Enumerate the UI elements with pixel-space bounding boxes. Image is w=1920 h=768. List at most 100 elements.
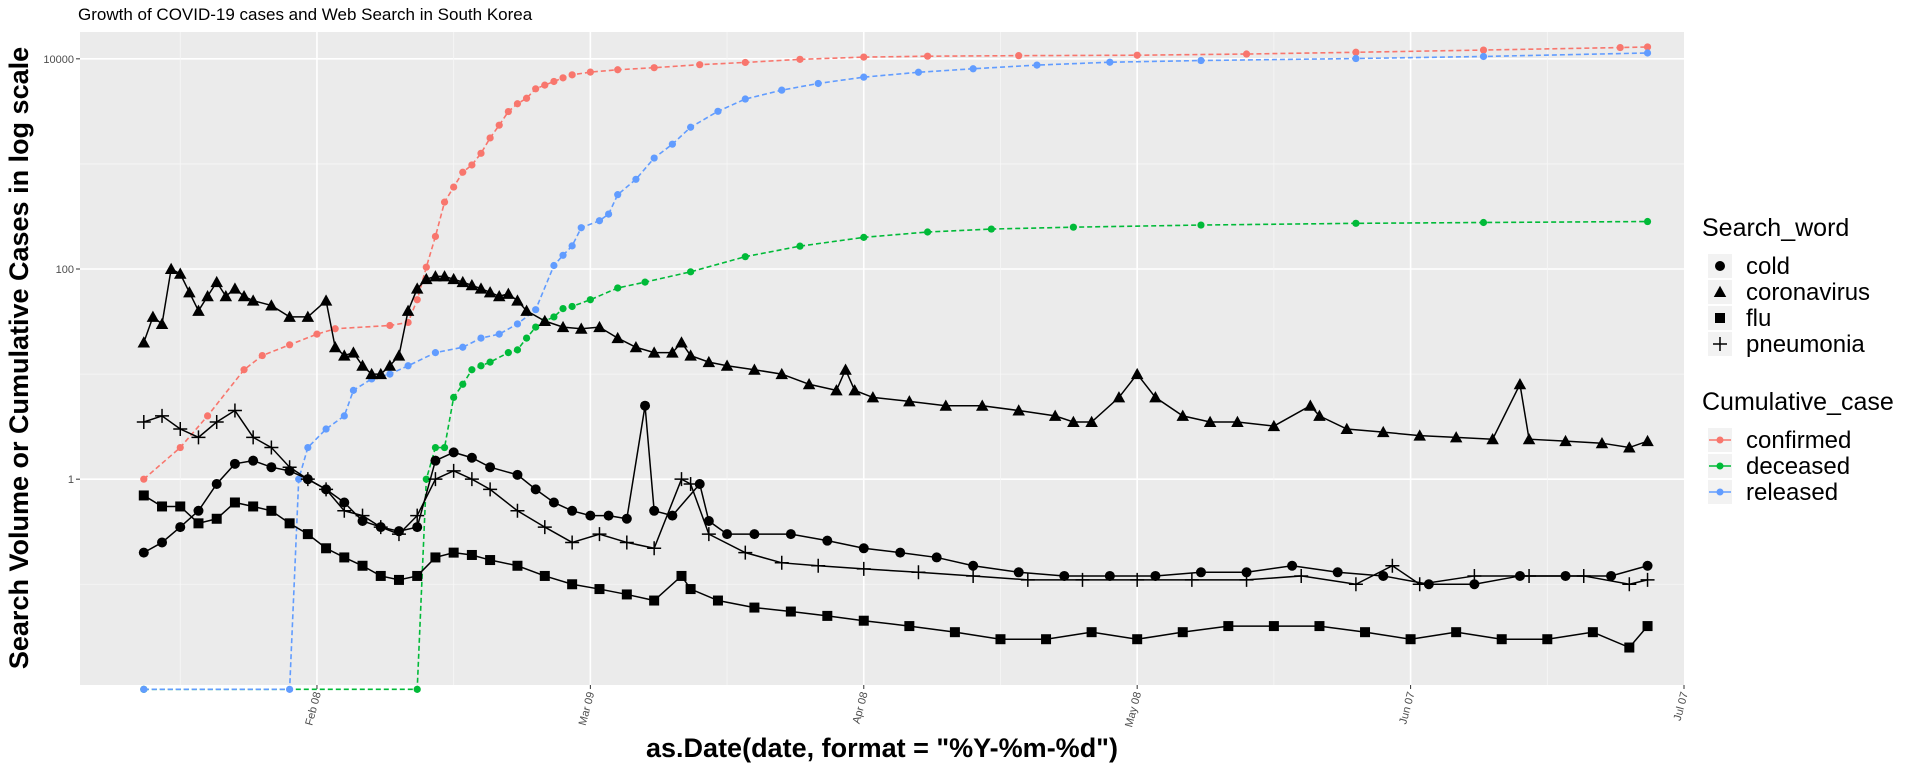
legend-deceased-dot (1716, 462, 1724, 470)
data-point (904, 621, 915, 632)
data-point (248, 455, 259, 466)
x-tick-label: Feb 08 (303, 691, 323, 727)
data-point (586, 296, 594, 304)
data-point (486, 358, 494, 366)
legend-cold-label: cold (1746, 253, 1790, 280)
data-point (565, 535, 580, 550)
data-point (355, 508, 370, 523)
data-point (1405, 634, 1416, 645)
data-point (1013, 567, 1024, 578)
data-point (848, 384, 861, 396)
data-point (300, 472, 315, 487)
data-point (966, 568, 981, 583)
data-point (1294, 568, 1309, 583)
x-tick-label: May 08 (1123, 691, 1144, 729)
data-point (146, 310, 160, 322)
data-point (860, 53, 868, 61)
data-point (258, 351, 266, 360)
data-point (522, 334, 531, 342)
data-point (694, 478, 705, 489)
data-point (483, 482, 498, 497)
data-point (511, 294, 524, 306)
data-point (550, 261, 558, 270)
data-point (814, 79, 822, 88)
legend-confirmed-dot (1716, 436, 1724, 444)
data-point (567, 505, 578, 516)
data-point (939, 399, 953, 411)
data-point (629, 341, 643, 353)
data-point (696, 61, 704, 69)
data-point (1268, 621, 1279, 632)
data-point (1348, 577, 1363, 592)
data-point (430, 455, 441, 466)
data-point (675, 336, 688, 348)
data-point (328, 341, 342, 353)
data-point (282, 460, 297, 475)
data-point (1086, 627, 1097, 638)
data-point (775, 367, 788, 380)
data-point (720, 359, 734, 371)
legend-cold-marker (1715, 261, 1725, 271)
data-point (1203, 415, 1217, 428)
data-point (614, 66, 622, 74)
data-point (295, 475, 303, 483)
data-point (621, 589, 632, 600)
data-point (559, 251, 567, 259)
data-point (796, 55, 804, 63)
data-point (450, 393, 458, 402)
data-point (822, 610, 833, 621)
data-point (283, 310, 296, 322)
data-point (1352, 54, 1360, 63)
data-point (512, 560, 523, 571)
data-point (1184, 572, 1199, 587)
data-point (413, 296, 421, 304)
data-point (702, 355, 716, 368)
x-axis: Feb 08 Mar 09 Apr 08 May 08 Jun 07 Jul 07 (303, 685, 1691, 729)
data-point (1522, 568, 1537, 583)
data-point (203, 412, 212, 420)
data-point (1015, 52, 1023, 60)
data-point (650, 154, 658, 162)
data-point (393, 574, 404, 585)
legend-confirmed-label: confirmed (1746, 427, 1851, 454)
data-point (785, 606, 796, 617)
data-point (1223, 621, 1234, 632)
data-point (349, 386, 358, 394)
data-point (1177, 627, 1188, 638)
data-point (1413, 429, 1426, 441)
data-point (548, 497, 559, 508)
data-point (375, 570, 386, 581)
data-point (193, 518, 204, 529)
data-point (1231, 415, 1244, 428)
data-point (422, 263, 430, 271)
data-point (614, 191, 622, 199)
data-point (365, 367, 378, 380)
data-point (339, 552, 350, 563)
x-axis-title: as.Date(date, format = "%Y-%m-%d") (646, 733, 1118, 763)
data-point (594, 584, 605, 595)
data-point (477, 149, 485, 157)
legend-released-label: released (1746, 479, 1838, 506)
data-point (340, 412, 348, 420)
legend-flu-marker (1715, 313, 1725, 323)
data-point (778, 86, 786, 94)
data-point (741, 95, 749, 103)
data-point (456, 275, 470, 288)
x-tick-label: Apr 08 (851, 691, 871, 725)
data-point (1522, 432, 1536, 445)
data-point (448, 447, 459, 458)
data-point (173, 422, 188, 437)
data-point (668, 140, 676, 148)
data-point (1622, 577, 1637, 592)
data-point (412, 522, 423, 533)
legend-deceased-label: deceased (1746, 453, 1850, 480)
data-point (201, 290, 214, 302)
data-point (621, 513, 632, 524)
chart-title: Growth of COVID-19 cases and Web Search … (78, 5, 533, 24)
data-point (532, 306, 540, 314)
data-point (319, 294, 333, 306)
data-point (1352, 219, 1360, 227)
data-point (1513, 378, 1527, 390)
legend-flu-label: flu (1746, 305, 1771, 332)
